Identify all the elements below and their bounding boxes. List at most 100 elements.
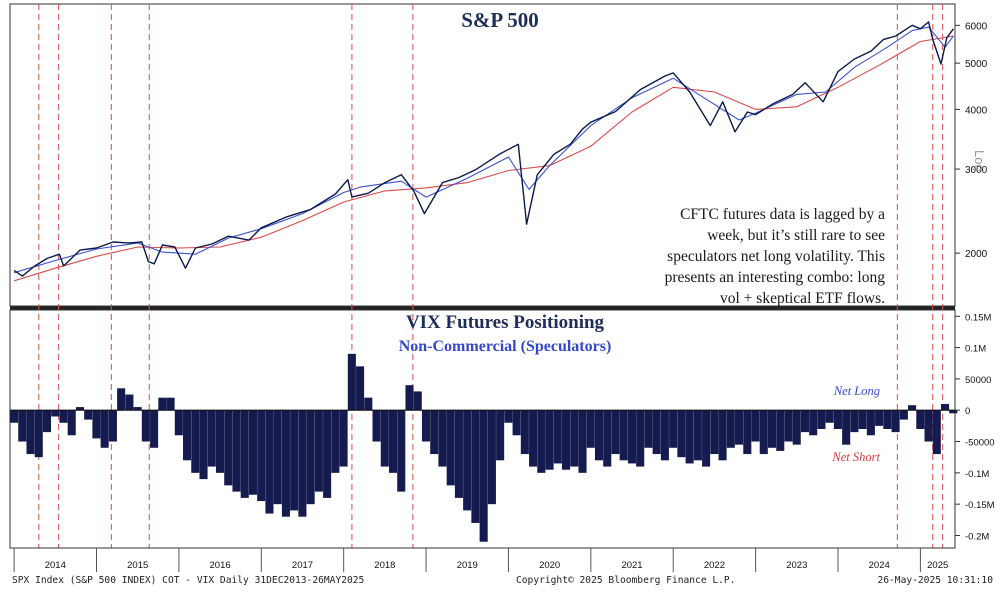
y-tick-label: 0.15M	[965, 312, 991, 323]
vix-bar	[603, 410, 612, 467]
vix-bar	[817, 410, 826, 429]
vix-bar	[347, 353, 356, 411]
vix-bar	[281, 410, 290, 517]
vix-bar	[759, 410, 768, 455]
vix-bar	[512, 410, 521, 436]
vix-bar	[767, 410, 777, 448]
x-tick-label: 2014	[45, 560, 66, 571]
annotation-line: speculators net long volatility. This	[667, 248, 885, 265]
vix-bar	[454, 410, 463, 498]
y-tick-label: 3000	[965, 165, 988, 176]
vix-bar	[117, 388, 126, 411]
vix-bar	[141, 410, 150, 442]
vix-bar	[10, 410, 19, 423]
vix-bar	[42, 410, 52, 433]
vix-bar	[265, 410, 274, 514]
vix-bar	[710, 410, 719, 455]
vix-bar	[932, 410, 941, 455]
vix-bar	[306, 410, 315, 505]
vix-bar	[487, 410, 496, 505]
x-tick-label: 2022	[704, 560, 725, 571]
vix-bar	[397, 410, 406, 492]
net-long-label: Net Long	[833, 384, 880, 398]
y-tick-label: -0.1M	[965, 469, 989, 480]
vix-bar	[850, 410, 859, 433]
vix-bar	[504, 410, 513, 423]
x-tick-label: 2017	[292, 560, 313, 571]
annotation-text: CFTC futures data is lagged by a week, b…	[600, 204, 885, 309]
vix-bar	[34, 410, 43, 458]
vix-bar	[158, 397, 167, 411]
vix-bar	[842, 410, 851, 445]
vix-bar	[133, 407, 142, 411]
net-short-label: Net Short	[832, 450, 880, 464]
vix-bar	[479, 410, 488, 542]
vix-bar	[67, 410, 76, 436]
y-tick-label: 5000	[965, 59, 988, 70]
vix-bar	[908, 405, 917, 411]
vix-bar	[84, 410, 93, 420]
vix-bar	[314, 410, 323, 492]
annotation-line: presents an interesting combo: long	[664, 269, 885, 286]
y-tick-label: 50000	[965, 375, 991, 386]
x-tick-label: 2015	[127, 560, 148, 571]
vix-bar	[372, 410, 381, 442]
y-tick-label: 0.1M	[965, 344, 986, 355]
vix-bar	[627, 410, 636, 464]
vix-bar	[693, 410, 702, 461]
vix-bar	[529, 410, 538, 467]
vix-bar	[800, 410, 810, 433]
vix-bar	[92, 410, 101, 439]
x-tick-label: 2019	[457, 560, 478, 571]
y-tick-label: 2000	[965, 249, 988, 260]
sp500-title: S&P 500	[461, 8, 539, 32]
footer-timestamp: 26-May-2025 10:31:10	[877, 575, 993, 586]
vix-bar	[949, 410, 958, 414]
vix-bar	[891, 410, 900, 433]
vix-bar	[660, 410, 669, 461]
vix-bar	[430, 410, 439, 455]
vix-bar	[232, 410, 241, 492]
y-tick-label: 6000	[965, 21, 988, 32]
vix-bar	[108, 410, 117, 442]
vix-bar	[421, 410, 431, 442]
vix-bar	[562, 410, 571, 470]
series-line	[13, 26, 954, 274]
vix-bar	[825, 410, 834, 423]
vix-bar	[331, 410, 340, 473]
vix-bar	[471, 410, 480, 523]
series-line	[13, 35, 954, 282]
vix-bar	[463, 410, 472, 511]
vix-bar	[199, 410, 208, 480]
annotation-line: vol + skeptical ETF flows.	[719, 290, 885, 307]
event-marker-lines	[38, 4, 944, 548]
vix-subtitle: Non-Commercial (Speculators)	[398, 338, 612, 355]
vix-bar	[339, 410, 348, 467]
vix-bar	[413, 391, 422, 411]
vix-bar	[652, 410, 661, 455]
vix-bar	[916, 410, 925, 429]
y-tick-label: -50000	[965, 438, 995, 449]
vix-bar	[150, 410, 159, 448]
vix-bar	[883, 410, 892, 429]
top-plot-area	[9, 3, 956, 307]
vix-title: VIX Futures Positioning	[405, 312, 605, 333]
vix-bar	[75, 407, 84, 411]
vix-bar	[290, 410, 299, 511]
vix-bar	[125, 394, 134, 411]
vix-bar	[644, 410, 653, 448]
vix-bar	[940, 403, 950, 411]
vix-bar	[18, 410, 27, 442]
vix-bar	[100, 410, 109, 448]
vix-bar	[248, 410, 258, 495]
x-tick-label: 2021	[621, 560, 642, 571]
y-tick-label: 4000	[965, 105, 988, 116]
vix-bar	[59, 410, 68, 423]
vix-bar	[578, 410, 587, 473]
vix-bar	[784, 410, 793, 442]
vix-bar	[388, 410, 398, 473]
vix-bar	[735, 410, 744, 445]
x-tick-label: 2018	[374, 560, 395, 571]
vix-bar	[215, 410, 225, 473]
x-tick-label: 2020	[539, 560, 560, 571]
